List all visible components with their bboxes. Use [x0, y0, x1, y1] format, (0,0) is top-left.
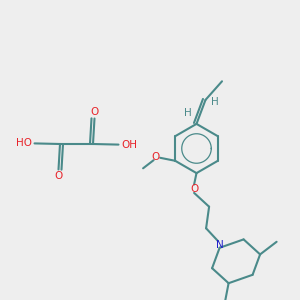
Text: H: H	[211, 97, 218, 107]
Text: HO: HO	[16, 138, 32, 148]
Text: O: O	[190, 184, 198, 194]
Text: OH: OH	[121, 140, 137, 150]
Text: O: O	[152, 152, 160, 162]
Text: N: N	[216, 240, 224, 250]
Text: O: O	[54, 171, 63, 182]
Text: H: H	[184, 107, 192, 118]
Text: O: O	[90, 106, 99, 117]
